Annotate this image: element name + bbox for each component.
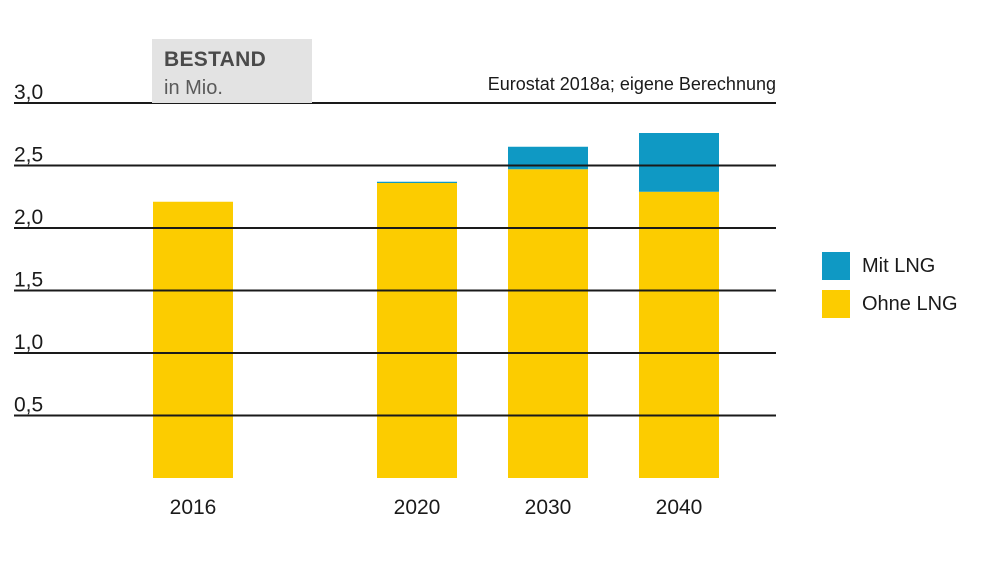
x-tick-label: 2020 — [394, 496, 441, 519]
y-tick-label: 2,5 — [14, 144, 43, 167]
legend-item-mit-lng: Mit LNG — [822, 250, 958, 282]
legend-label-ohne-lng: Ohne LNG — [862, 292, 958, 315]
bar-ohne-lng-2030 — [508, 169, 588, 478]
y-tick-label: 0,5 — [14, 394, 43, 417]
bar-ohne-lng-2020 — [377, 183, 457, 478]
legend: Mit LNG Ohne LNG — [822, 250, 958, 326]
bar-mit-lng-2020 — [377, 181, 457, 183]
y-tick-label: 3,0 — [14, 81, 43, 104]
gridlines-group — [14, 102, 776, 417]
legend-item-ohne-lng: Ohne LNG — [822, 288, 958, 320]
bar-ohne-lng-2016 — [153, 201, 233, 478]
legend-swatch-ohne-lng — [822, 290, 850, 318]
x-tick-labels: 2016 2020 2030 2040 — [170, 496, 703, 519]
legend-swatch-mit-lng — [822, 252, 850, 280]
chart-title-box: BESTAND in Mio. — [152, 39, 312, 103]
y-tick-label: 2,0 — [14, 206, 43, 229]
legend-label-mit-lng: Mit LNG — [862, 254, 936, 277]
x-tick-label: 2040 — [656, 496, 703, 519]
bar-mit-lng-2030 — [508, 146, 588, 170]
y-tick-label: 1,5 — [14, 269, 43, 292]
bars-group — [153, 133, 719, 478]
x-tick-label: 2016 — [170, 496, 217, 519]
bar-ohne-lng-2040 — [639, 191, 719, 478]
chart-unit-label: in Mio. — [164, 77, 223, 99]
bar-mit-lng-2040 — [639, 133, 719, 192]
x-tick-label: 2030 — [525, 496, 572, 519]
y-tick-label: 1,0 — [14, 331, 43, 354]
y-tick-labels: 0,5 1,0 1,5 2,0 2,5 3,0 — [14, 81, 43, 417]
source-note: Eurostat 2018a; eigene Berechnung — [487, 74, 776, 94]
chart-title: BESTAND — [164, 48, 267, 71]
